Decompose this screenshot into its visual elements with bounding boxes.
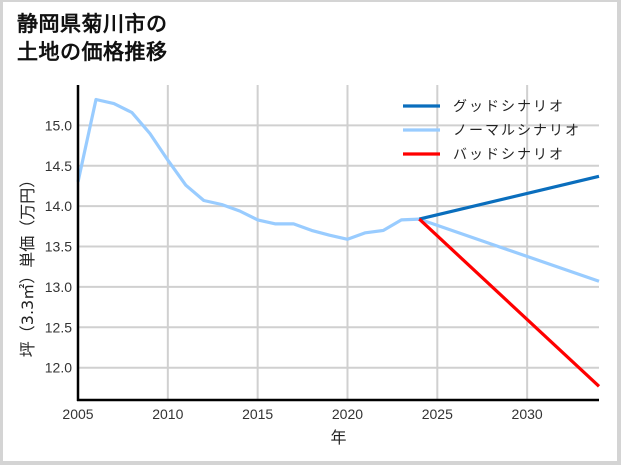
x-tick-label: 2005 (62, 406, 93, 422)
y-tick-label: 13.0 (45, 279, 72, 295)
grid-lines (78, 85, 599, 400)
y-tick-label: 14.5 (45, 158, 72, 174)
chart-title-line-1: 静岡県菊川市の (17, 12, 168, 36)
x-axis-title: 年 (330, 428, 346, 447)
legend-label: バッドシナリオ (453, 147, 565, 163)
x-tick-label: 2020 (332, 406, 363, 422)
y-tick-label: 15.0 (45, 117, 72, 133)
y-tick-label: 13.5 (45, 239, 72, 255)
y-tick-label: 12.5 (45, 319, 72, 335)
x-tick-label: 2030 (512, 406, 543, 422)
series-line (76, 97, 600, 283)
data-series (76, 97, 601, 388)
chart-title: 静岡県菊川市の 土地の価格推移 (17, 10, 168, 66)
y-tick-label: 14.0 (45, 198, 72, 214)
series-line (418, 174, 600, 221)
tick-labels: 12.0 12.5 13.0 13.5 14.0 14.5 15.0 2005 2010 2015… (45, 117, 543, 422)
x-tick-label: 2010 (152, 406, 183, 422)
line-chart: 12.0 12.5 13.0 13.5 14.0 14.5 15.0 2005 2010 2015… (18, 85, 601, 447)
legend-label: ノーマルシナリオ (453, 123, 581, 139)
chart-title-line-2: 土地の価格推移 (17, 40, 168, 64)
x-tick-label: 2025 (422, 406, 453, 422)
y-tick-label: 12.0 (45, 360, 72, 376)
x-tick-label: 2015 (242, 406, 273, 422)
axes (76, 85, 599, 402)
y-axis-title: 坪（3.3㎡）単価（万円） (18, 172, 37, 357)
series-line (418, 217, 601, 388)
legend-label: グッドシナリオ (453, 99, 565, 115)
